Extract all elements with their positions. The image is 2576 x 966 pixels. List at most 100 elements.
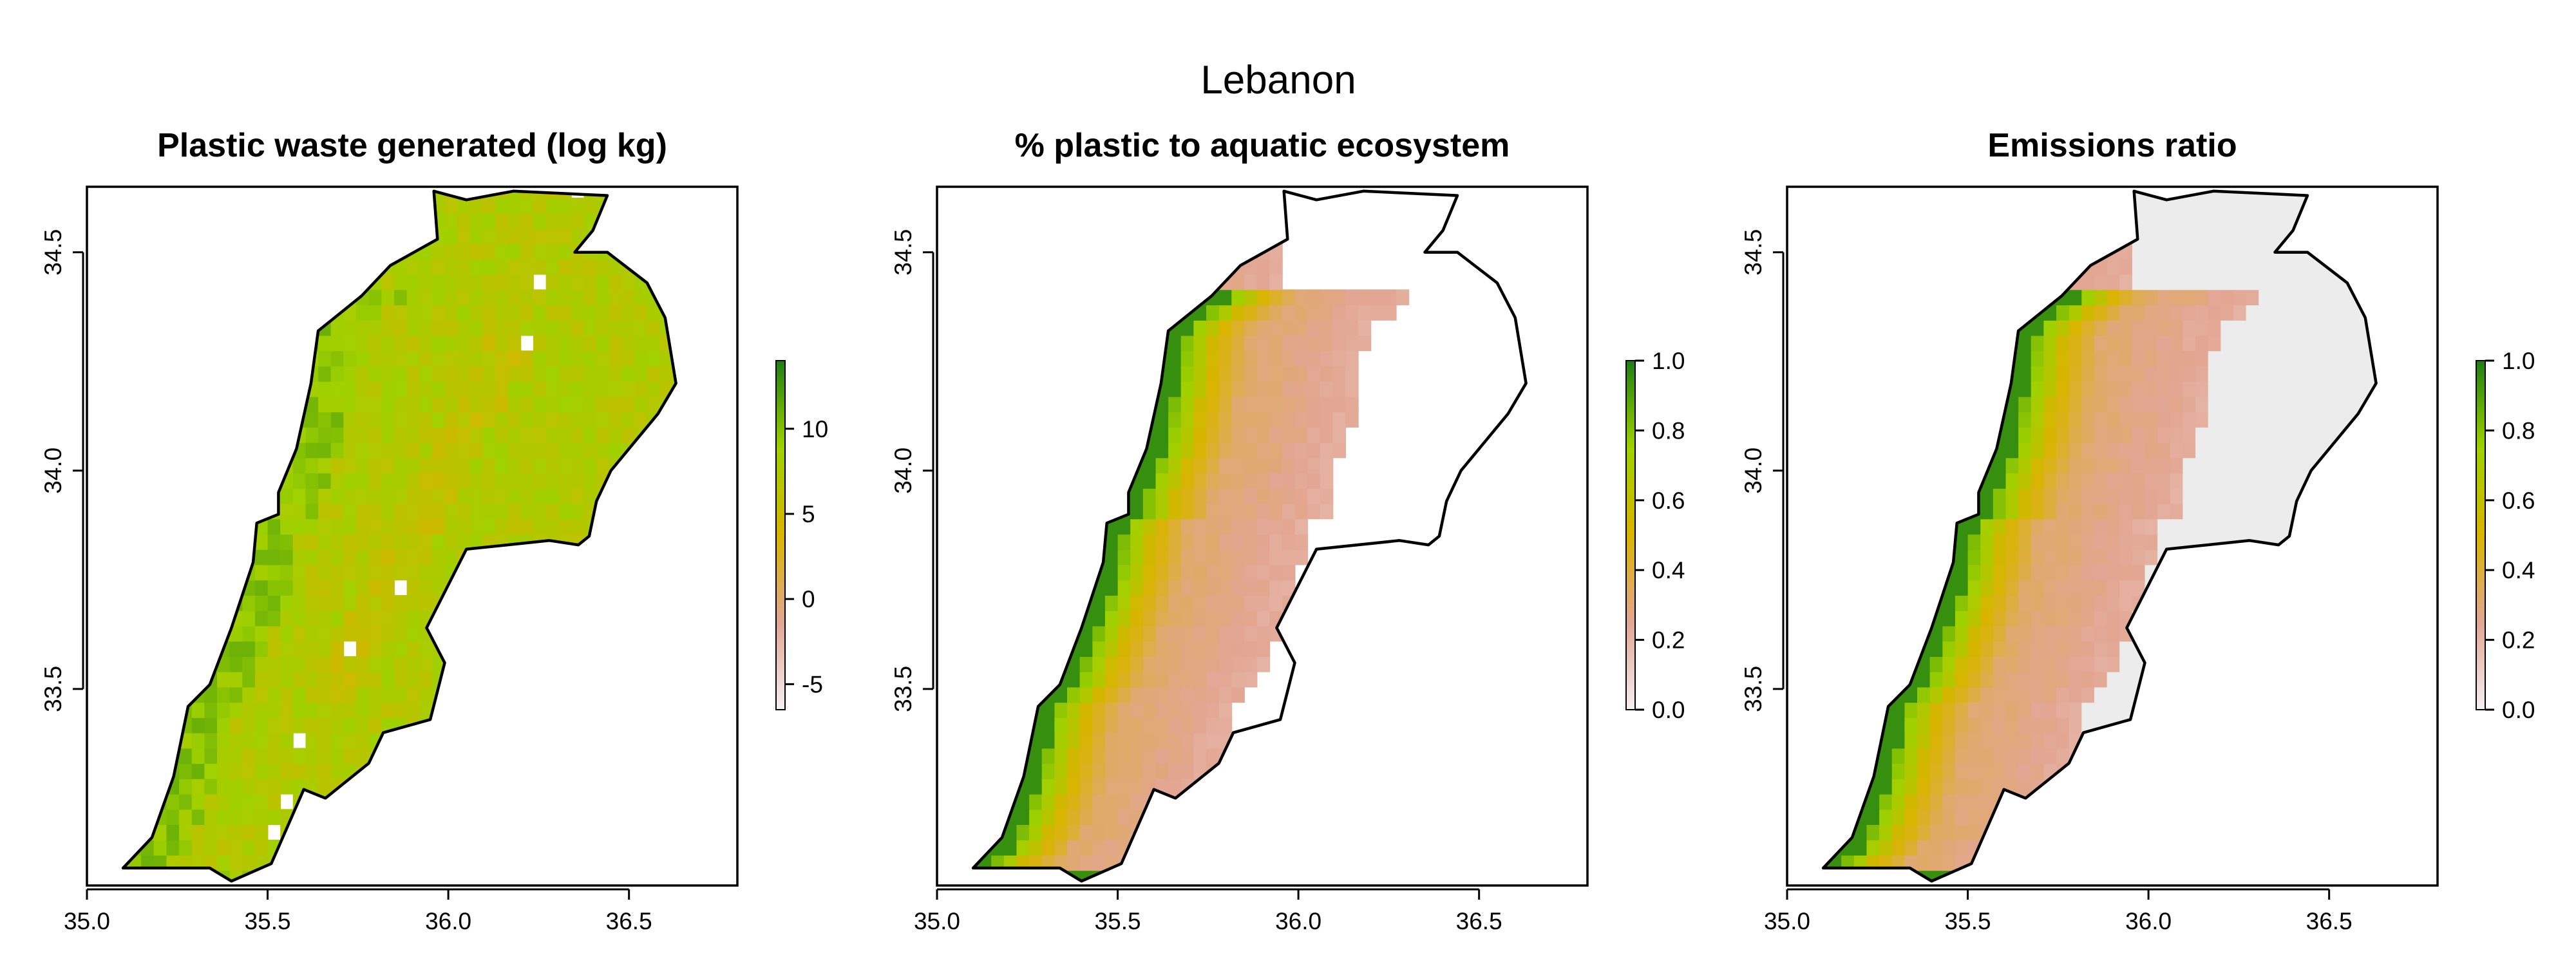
raster-cell (2372, 793, 2376, 810)
raster-cell (128, 549, 142, 565)
raster-cell (2157, 610, 2171, 627)
raster-cell (2271, 855, 2285, 871)
raster-cell (457, 625, 471, 642)
raster-cell (978, 191, 992, 198)
raster-cell (2372, 549, 2376, 565)
raster-cell (571, 549, 585, 565)
raster-cell (292, 671, 307, 688)
raster-cell (229, 289, 243, 306)
raster-cell (2043, 564, 2057, 581)
raster-cell (1955, 656, 1969, 672)
raster-cell (1256, 289, 1271, 306)
raster-cell (2360, 656, 2373, 672)
raster-cell (1980, 610, 1994, 627)
raster-cell (267, 641, 281, 657)
raster-cell (166, 534, 180, 550)
raster-cell (2107, 412, 2121, 428)
raster-cell (672, 549, 676, 565)
raster-cell (1282, 473, 1296, 489)
raster-cell (179, 641, 193, 657)
raster-cell (1269, 595, 1283, 611)
raster-cell (1904, 457, 1918, 474)
raster-cell (634, 839, 648, 856)
raster-cell (1967, 778, 1982, 795)
raster-cell (191, 763, 205, 779)
raster-cell (495, 412, 509, 428)
raster-cell (2334, 809, 2348, 825)
raster-cell (356, 427, 370, 443)
raster-cell (381, 656, 395, 672)
raster-cell (1967, 473, 1982, 489)
raster-cell (153, 564, 167, 581)
raster-cell (2208, 534, 2222, 550)
raster-cell (2233, 687, 2247, 703)
raster-cell (2157, 564, 2171, 581)
raster-cell (1294, 549, 1309, 565)
raster-cell (2195, 518, 2209, 535)
raster-cell (571, 763, 585, 779)
raster-cell (1054, 595, 1068, 611)
raster-cell (469, 243, 484, 260)
raster-cell (2056, 580, 2070, 596)
raster-cell (1104, 595, 1119, 611)
raster-cell (2246, 870, 2260, 882)
raster-cell (1029, 473, 1043, 489)
raster-cell (2221, 457, 2234, 474)
raster-cell (2246, 518, 2260, 535)
raster-cell (2081, 366, 2095, 382)
raster-cell (1003, 350, 1018, 366)
raster-cell (343, 595, 357, 611)
raster-cell (609, 687, 623, 703)
raster-cell (457, 717, 471, 734)
raster-cell (2309, 427, 2323, 443)
raster-cell (444, 350, 459, 366)
raster-cell (2246, 610, 2260, 627)
raster-cell (2208, 488, 2222, 504)
raster-cell (659, 824, 673, 840)
raster-cell (2233, 809, 2247, 825)
raster-cell (254, 457, 269, 474)
raster-cell (343, 457, 357, 474)
raster-cell (495, 702, 509, 718)
raster-cell (2347, 473, 2361, 489)
raster-cell (583, 564, 598, 581)
raster-cell (2360, 870, 2373, 882)
raster-cell (2119, 763, 2133, 779)
raster-cell (1155, 702, 1170, 718)
raster-cell (1054, 366, 1068, 382)
raster-cell (533, 289, 547, 306)
raster-cell (2233, 412, 2247, 428)
raster-cell (1042, 167, 1056, 184)
raster-cell (128, 641, 142, 657)
raster-cell (634, 412, 648, 428)
raster-cell (634, 243, 648, 260)
raster-cell (1104, 870, 1119, 882)
raster-cell (254, 610, 269, 627)
raster-cell (457, 564, 471, 581)
raster-cell (1168, 350, 1182, 366)
raster-cell (469, 625, 484, 642)
raster-cell (1155, 549, 1170, 565)
raster-cell (123, 671, 129, 688)
raster-cell (1332, 350, 1346, 366)
raster-cell (2309, 748, 2323, 764)
raster-cell (520, 366, 534, 382)
raster-cell (1016, 549, 1030, 565)
raster-cell (1929, 457, 1944, 474)
raster-cell (2132, 870, 2146, 882)
raster-cell (123, 228, 129, 245)
raster-cell (1231, 473, 1245, 489)
raster-cell (533, 748, 547, 764)
raster-cell (217, 809, 231, 825)
raster-cell (495, 778, 509, 795)
raster-cell (2031, 702, 2045, 718)
raster-cell (1104, 442, 1119, 459)
raster-cell (1155, 427, 1170, 443)
raster-cell (1206, 396, 1220, 413)
raster-cell (507, 258, 522, 275)
raster-cell (1067, 671, 1081, 688)
raster-cell (343, 549, 357, 565)
raster-cell (1079, 793, 1094, 810)
raster-cell (318, 243, 332, 260)
raster-cell (1016, 595, 1030, 611)
